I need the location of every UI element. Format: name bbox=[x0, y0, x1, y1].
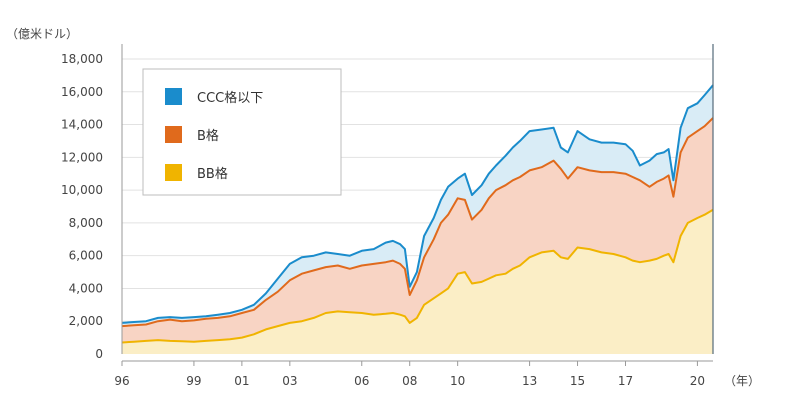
x-tick-label: 99 bbox=[186, 374, 201, 388]
x-axis-unit-label: （年） bbox=[724, 374, 760, 388]
y-tick-label: 16,000 bbox=[61, 85, 103, 99]
b-line bbox=[121, 117, 714, 328]
y-tick-label: 8,000 bbox=[69, 216, 103, 230]
bb-line bbox=[121, 208, 714, 344]
x-tick-label: 03 bbox=[282, 374, 297, 388]
y-tick-label: 4,000 bbox=[69, 281, 103, 295]
legend-label-ccc: CCC格以下 bbox=[197, 90, 263, 106]
series-lines bbox=[121, 84, 714, 344]
x-tick-label: 08 bbox=[402, 374, 417, 388]
legend-swatch-bb bbox=[165, 164, 182, 181]
x-tick-label: 01 bbox=[234, 374, 249, 388]
b-area bbox=[122, 118, 713, 343]
legend-swatch-ccc bbox=[165, 88, 182, 105]
y-axis-unit-label: （億米ドル） bbox=[6, 27, 78, 41]
x-tick-label: 10 bbox=[450, 374, 465, 388]
y-tick-label: 18,000 bbox=[61, 52, 103, 66]
y-tick-label: 0 bbox=[95, 347, 103, 361]
y-tick-label: 6,000 bbox=[69, 249, 103, 263]
legend-swatch-b bbox=[165, 126, 182, 143]
bb-area bbox=[122, 209, 713, 354]
axes bbox=[121, 44, 714, 366]
y-tick-label: 10,000 bbox=[61, 183, 103, 197]
legend-label-bb: BB格 bbox=[197, 166, 228, 182]
x-tick-label: 15 bbox=[570, 374, 585, 388]
x-tick-label: 06 bbox=[354, 374, 369, 388]
y-tick-label: 2,000 bbox=[69, 314, 103, 328]
y-tick-label: 12,000 bbox=[61, 150, 103, 164]
legend-label-b: B格 bbox=[197, 128, 219, 144]
x-tick-label: 20 bbox=[690, 374, 705, 388]
x-tick-label: 13 bbox=[522, 374, 537, 388]
x-tick-label: 96 bbox=[114, 374, 129, 388]
legend: CCC格以下 B格 BB格 bbox=[142, 68, 342, 196]
ccc-line bbox=[121, 84, 714, 324]
y-tick-label: 14,000 bbox=[61, 118, 103, 132]
x-tick-label: 17 bbox=[618, 374, 633, 388]
y-tick-labels: 0 2,000 4,000 6,000 8,000 10,000 12,000 14,000 1… bbox=[61, 52, 103, 361]
x-tick-labels: 96 99 01 03 06 08 10 13 15 17 20 bbox=[114, 374, 705, 388]
